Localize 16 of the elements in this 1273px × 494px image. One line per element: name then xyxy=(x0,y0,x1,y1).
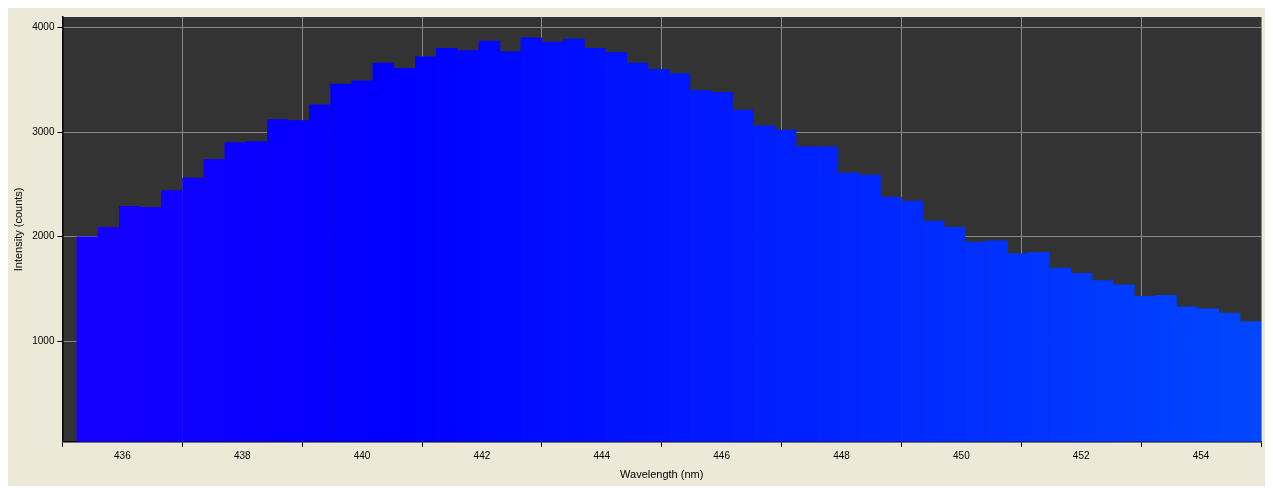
x-tick-label: 448 xyxy=(833,449,851,461)
y-axis-title: Intensity (counts) xyxy=(11,187,24,272)
y-tick-label: 1000 xyxy=(32,335,55,347)
y-tick-label: 2000 xyxy=(32,230,55,242)
x-axis-title: Wavelength (nm) xyxy=(620,468,704,481)
x-tick-label: 452 xyxy=(1072,449,1090,461)
x-tick-label: 442 xyxy=(473,449,491,461)
y-tick-label: 3000 xyxy=(32,125,55,137)
y-tick-label: 4000 xyxy=(32,21,55,33)
x-tick-label: 440 xyxy=(353,449,371,461)
x-tick-label: 450 xyxy=(953,449,971,461)
x-tick-label: 444 xyxy=(593,449,611,461)
x-tick-label: 438 xyxy=(233,449,252,461)
x-tick-label: 454 xyxy=(1192,449,1210,461)
x-tick-label: 446 xyxy=(713,449,731,461)
x-tick-label: 436 xyxy=(114,449,132,461)
